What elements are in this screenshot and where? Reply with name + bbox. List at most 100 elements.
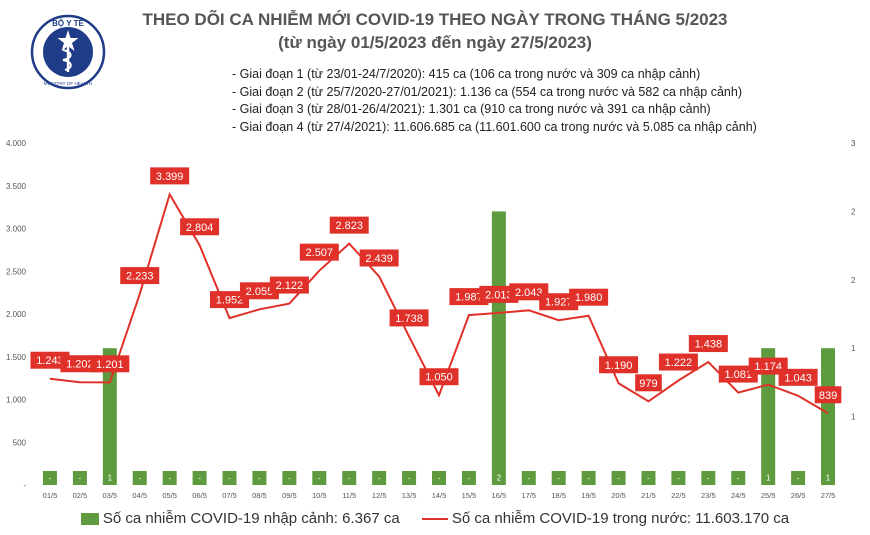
bar-value-label: -	[647, 474, 650, 483]
bar-value-label: -	[617, 474, 620, 483]
legend-bar-swatch	[80, 513, 99, 526]
x-tick-label: 02/5	[73, 491, 88, 500]
bar-value-label: -	[318, 474, 321, 483]
line-label-box	[509, 283, 549, 301]
line-domestic-cases	[49, 191, 829, 415]
phase-notes: - Giai đoạn 1 (từ 23/01-24/7/2020): 415 …	[232, 66, 757, 136]
y-left-tick-label: 3.000	[6, 225, 27, 234]
line-label-box	[748, 357, 788, 375]
bar-import-cases	[731, 471, 746, 485]
line-value-label: 2.043	[515, 287, 543, 299]
line-value-label: 979	[639, 378, 657, 390]
bar-import-cases	[432, 471, 446, 485]
bar-value-label: -	[797, 474, 800, 483]
x-tick-label: 05/5	[162, 491, 177, 500]
bar-import-cases	[252, 471, 267, 485]
bar-import-cases	[581, 471, 596, 485]
y-left-tick-label: 2.000	[6, 310, 27, 319]
line-value-label: 1.980	[575, 292, 603, 304]
x-tick-label: 15/5	[462, 491, 477, 500]
line-label-box	[658, 353, 698, 371]
line-label-box	[688, 335, 728, 353]
line-value-label: 839	[819, 390, 837, 402]
line-value-label: 2.439	[365, 253, 393, 265]
note-phase-2: - Giai đoạn 2 (từ 25/7/2020-27/01/2021):…	[232, 84, 742, 99]
x-tick-label: 12/5	[372, 491, 387, 500]
line-label-box	[150, 167, 190, 185]
bar-import-cases	[821, 348, 836, 485]
line-value-label: 1.201	[96, 359, 124, 371]
logo-text-bottom: MINISTRY OF HEALTH	[44, 81, 93, 86]
bar-value-label: -	[228, 474, 231, 483]
line-label-box	[419, 368, 459, 386]
bar-import-cases	[701, 471, 716, 485]
line-value-label: 1.243	[36, 355, 64, 367]
line-value-label: 2.507	[306, 247, 334, 259]
line-value-label: 1.043	[784, 372, 812, 384]
line-label-box	[269, 276, 309, 294]
line-label-box	[539, 293, 579, 311]
y-right-tick-label: 2	[851, 207, 856, 216]
line-value-label: 1.050	[425, 372, 453, 384]
note-phase-3: - Giai đoạn 3 (từ 28/01-26/4/2021): 1.30…	[232, 102, 711, 117]
line-label-box	[479, 285, 519, 303]
line-label-box	[389, 309, 429, 327]
note-phase-4: - Giai đoạn 4 (từ 27/4/2021): 11.606.685…	[232, 119, 757, 134]
x-tick-label: 26/5	[791, 491, 806, 500]
chart-legend: Số ca nhiễm COVID-19 nhập cảnh: 6.367 ca…	[0, 510, 870, 527]
bar-value-label: -	[258, 474, 261, 483]
chart-title: THEO DÕI CA NHIỄM MỚI COVID-19 THEO NGÀY…	[142, 10, 728, 29]
line-value-label: 2.823	[335, 220, 363, 232]
note-phase-1: - Giai đoạn 1 (từ 23/01-24/7/2020): 415 …	[232, 67, 701, 81]
bar-value-label: 1	[826, 474, 831, 483]
bar-value-label: -	[557, 474, 560, 483]
x-tick-label: 11/5	[342, 491, 356, 500]
x-tick-label: 16/5	[492, 491, 507, 500]
bar-value-label: -	[348, 474, 351, 483]
bar-value-label: -	[408, 474, 411, 483]
bar-value-label: 1	[766, 474, 771, 483]
y-right-tick-label: 2	[851, 276, 856, 285]
line-label-box	[210, 291, 250, 309]
line-label-box	[635, 374, 662, 392]
x-tick-label: 07/5	[222, 491, 237, 500]
x-tick-label: 13/5	[402, 491, 417, 500]
bar-value-label: -	[438, 474, 441, 483]
x-tick-label: 03/5	[103, 491, 118, 500]
line-label-box	[778, 368, 818, 386]
bar-import-cases	[222, 471, 237, 485]
line-label-box	[329, 216, 369, 234]
bar-import-cases	[342, 471, 357, 485]
line-value-label: 1.738	[395, 313, 423, 325]
bar-value-label: -	[378, 474, 381, 483]
bar-import-cases	[372, 471, 387, 485]
bar-value-label: -	[677, 474, 680, 483]
line-label-box	[449, 288, 489, 306]
bar-import-cases	[791, 471, 806, 485]
x-tick-label: 01/5	[43, 491, 58, 500]
bar-import-cases	[132, 471, 147, 485]
line-value-label: 1.222	[665, 357, 693, 369]
line-label-box	[814, 386, 842, 404]
x-tick-label: 27/5	[821, 491, 836, 500]
line-value-label: 2.055	[246, 286, 274, 298]
ministry-seal-icon: BỘ Y TẾ MINISTRY OF HEALTH	[30, 14, 106, 90]
bar-import-cases	[551, 471, 566, 485]
x-tick-label: 17/5	[521, 491, 536, 500]
bar-value-label: -	[527, 474, 530, 483]
line-label-box	[569, 288, 609, 306]
line-value-label: 1.081	[724, 369, 752, 381]
bar-import-cases	[312, 471, 327, 485]
legend-line-label: Số ca nhiễm COVID-19 trong nước: 11.603.…	[451, 510, 790, 527]
line-value-label: 2.233	[126, 271, 154, 283]
line-label-box	[60, 355, 100, 373]
line-value-label: 1.202	[66, 359, 94, 371]
x-tick-label: 24/5	[731, 491, 746, 500]
x-tick-label: 14/5	[432, 491, 447, 500]
bar-import-cases	[192, 471, 207, 485]
line-label-box	[120, 267, 160, 285]
bar-value-label: -	[49, 474, 52, 483]
y-right-tick-label: 3	[851, 139, 856, 148]
bar-value-label: -	[138, 474, 141, 483]
line-label-box	[239, 282, 279, 300]
